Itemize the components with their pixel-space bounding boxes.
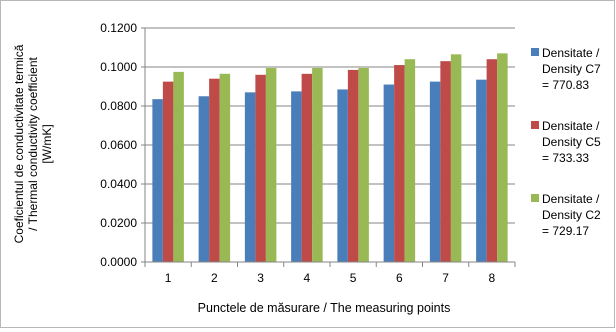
legend-label-c5-line-2: Density C5 [542,135,601,149]
bar-series-2-point-2 [209,78,220,262]
x-tick-label: 5 [350,271,357,285]
y-axis-title-line-3: [W/mK] [40,124,54,163]
bar-series-3-point-6 [404,59,416,263]
bar-chart: 0.0000 0.0200 0.0400 0.0600 0.0800 0.1000 0.12… [12,21,601,315]
y-axis-title: Coeficientul de conductivitate termică /… [12,44,54,243]
bar-series-3-point-1 [173,71,184,262]
bar-series-3-point-5 [358,67,369,262]
bar-series-1-point-4 [291,91,302,262]
legend-swatch-c2 [531,194,539,202]
y-tick-label: 0.1200 [100,21,137,35]
y-tick-label: 0.0600 [100,138,137,152]
y-tick-label: 0.0400 [100,177,137,191]
bar-series-3-point-7 [450,54,462,263]
legend-item-c7: Densitate / Density C7 = 770.83 [531,46,601,92]
legend-item-c2: Densitate / Density C2 = 729.17 [531,192,601,238]
x-tick-labels: 1 2 3 4 5 6 7 8 [144,262,516,285]
bar-series-2-point-6 [394,65,405,262]
y-tick-label: 0.0000 [100,255,137,269]
legend-label-c2-line-2: Density C2 [542,208,601,222]
x-tick-label: 7 [442,271,449,285]
bar-series-3-point-2 [219,73,231,262]
bar-series-3-point-8 [497,53,508,262]
bar-series-3-point-4 [312,67,323,262]
y-axis-title-line-1: Coeficientul de conductivitate termică [12,44,26,243]
bar-series-1-point-8 [476,79,487,262]
legend-swatch-c7 [531,48,539,56]
legend-label-c5-line-1: Densitate / [542,119,600,133]
bar-series-1-point-7 [429,81,441,262]
y-tick-labels: 0.0000 0.0200 0.0400 0.0600 0.0800 0.1000 0.12… [100,21,145,269]
x-tick-label: 6 [396,271,403,285]
x-tick-label: 1 [165,271,172,285]
bars [152,53,508,263]
x-axis-title: Punctele de măsurare / The measuring poi… [198,301,451,315]
legend-label-c5-line-3: = 733.33 [542,151,589,165]
legend-swatch-c5 [531,121,539,129]
legend-item-c5: Densitate / Density C5 = 733.33 [531,119,601,165]
legend-label-c7-line-2: Density C7 [542,62,601,76]
y-tick-label: 0.0800 [100,99,137,113]
x-tick-label: 2 [211,271,218,285]
bar-series-2-point-3 [255,74,266,262]
bar-series-3-point-3 [265,67,277,262]
legend: Densitate / Density C7 = 770.83 Densitat… [531,46,601,238]
x-tick-label: 4 [304,271,311,285]
legend-label-c2-line-1: Densitate / [542,192,600,206]
x-tick-label: 3 [257,271,264,285]
bar-series-1-point-5 [337,89,348,262]
bar-series-1-point-6 [383,84,395,262]
legend-label-c2-line-3: = 729.17 [542,224,589,238]
x-tick-label: 8 [489,271,496,285]
legend-label-c7-line-1: Densitate / [542,46,600,60]
bar-series-1-point-1 [152,99,163,262]
bar-series-2-point-8 [486,59,498,263]
bar-series-1-point-2 [198,96,210,262]
bar-series-2-point-4 [301,73,313,262]
y-tick-label: 0.1000 [100,60,137,74]
y-tick-label: 0.0200 [100,216,137,230]
bar-series-1-point-3 [244,92,256,262]
bar-series-2-point-1 [162,81,174,262]
y-axis-title-line-2: / Thermal conductivity coefficient [26,57,40,231]
legend-label-c7-line-3: = 770.83 [542,78,589,92]
bar-series-2-point-7 [440,61,451,263]
bar-series-2-point-5 [347,69,359,262]
